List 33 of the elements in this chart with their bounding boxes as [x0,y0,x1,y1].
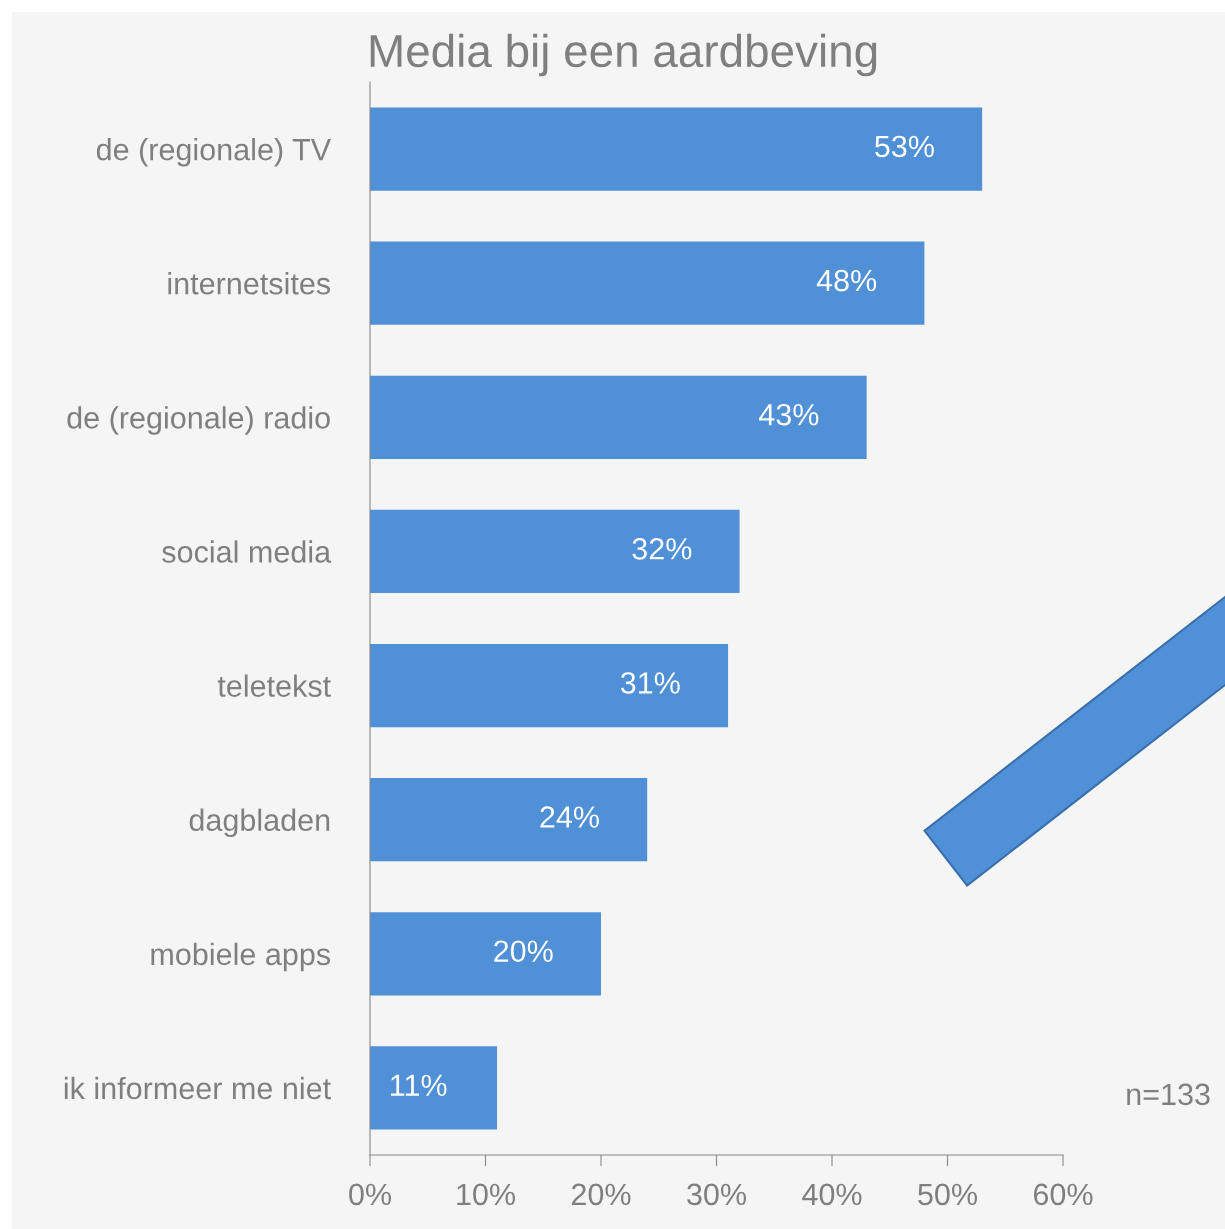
x-tick-label: 30% [687,1183,746,1206]
bar [370,241,925,325]
data-label: 48% [816,269,877,292]
data-label: 53% [875,135,934,158]
data-label: 20% [494,940,553,963]
x-tick-label: 20% [571,1183,631,1206]
bar [370,778,648,862]
y-tick-label: social media [162,540,332,563]
bar [370,107,983,191]
bar [370,1046,498,1130]
x-tick-label: 10% [457,1183,515,1206]
x-tick-label: 40% [802,1183,862,1206]
y-tick-label: de (regionale) radio [67,406,330,435]
y-tick-label: de (regionale) TV [96,137,331,167]
bar [370,912,601,996]
data-label: 43% [759,403,819,426]
x-tick-label: 60% [1033,1183,1093,1206]
bar [370,643,729,728]
data-label: 32% [632,538,692,560]
bar [370,375,867,459]
data-label: 31% [620,672,680,694]
data-label: 11% [391,1074,447,1097]
chart-title: Media bij een aardbeving [370,33,877,77]
x-tick-label: 50% [918,1183,977,1206]
text: n=133 [1127,1083,1210,1106]
y-tick-label: teletekst [217,674,331,697]
data-label: 24% [540,806,599,828]
y-tick-label: internetsites [168,272,331,295]
bar [370,509,740,594]
y-tick-label: mobiele apps [151,942,331,972]
y-tick-label: dagbladen [189,808,330,838]
y-tick-label: ik informeer me niet [64,1076,331,1100]
x-tick-label: 0% [349,1183,391,1206]
